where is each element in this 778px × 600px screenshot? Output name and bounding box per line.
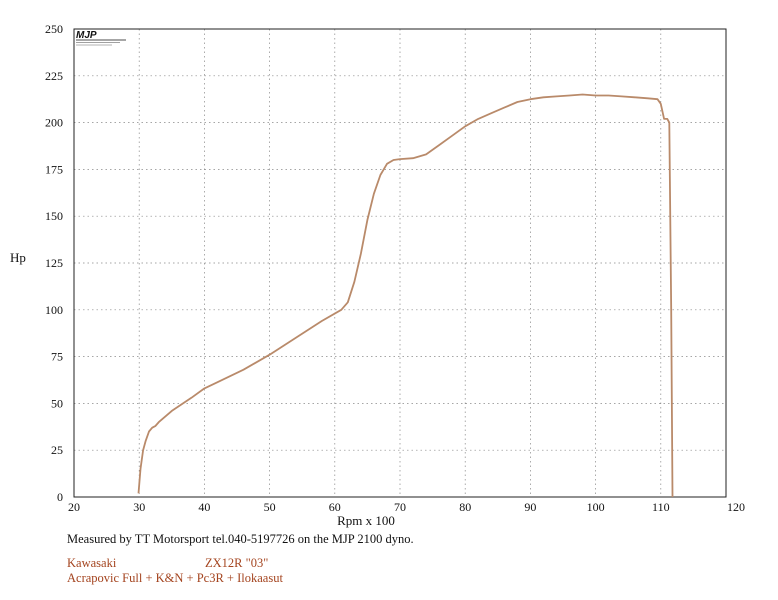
power-curve-line xyxy=(137,93,674,498)
bike-modifications: Acrapovic Full + K&N + Pc3R + Ilokaasut xyxy=(67,571,283,585)
x-tick-label: 70 xyxy=(394,500,406,514)
y-tick-label: 50 xyxy=(51,396,63,410)
y-tick-label: 25 xyxy=(51,443,63,457)
bike-make: Kawasaki xyxy=(67,556,117,570)
bike-model: ZX12R "03" xyxy=(205,556,269,570)
x-tick-labels: 20 30 40 50 60 70 80 90 100 110 120 xyxy=(68,500,745,514)
x-axis-label: Rpm x 100 xyxy=(337,513,395,528)
x-tick-label: 30 xyxy=(133,500,145,514)
y-tick-label: 200 xyxy=(45,116,63,130)
y-axis-label: Hp xyxy=(10,250,26,265)
y-tick-label: 175 xyxy=(45,162,63,176)
x-tick-label: 80 xyxy=(459,500,471,514)
x-tick-label: 40 xyxy=(198,500,210,514)
y-tick-label: 150 xyxy=(45,209,63,223)
x-tick-label: 50 xyxy=(264,500,276,514)
y-tick-label: 0 xyxy=(57,490,63,504)
grid-lines xyxy=(74,29,726,497)
x-tick-label: 20 xyxy=(68,500,80,514)
y-tick-label: 125 xyxy=(45,256,63,270)
x-tick-label: 110 xyxy=(652,500,670,514)
plot-frame xyxy=(73,28,727,498)
svg-text:MJP: MJP xyxy=(76,30,97,41)
y-tick-labels: 0 25 50 75 100 125 150 175 200 225 250 xyxy=(45,22,63,504)
y-tick-label: 250 xyxy=(45,22,63,36)
x-tick-label: 90 xyxy=(524,500,536,514)
mjp-logo: MJP xyxy=(76,29,130,47)
measurement-note: Measured by TT Motorsport tel.040-519772… xyxy=(67,532,414,546)
x-tick-label: 100 xyxy=(587,500,605,514)
y-tick-label: 75 xyxy=(51,350,63,364)
y-tick-label: 225 xyxy=(45,69,63,83)
x-tick-label: 60 xyxy=(329,500,341,514)
y-tick-label: 100 xyxy=(45,303,63,317)
x-tick-label: 120 xyxy=(727,500,745,514)
